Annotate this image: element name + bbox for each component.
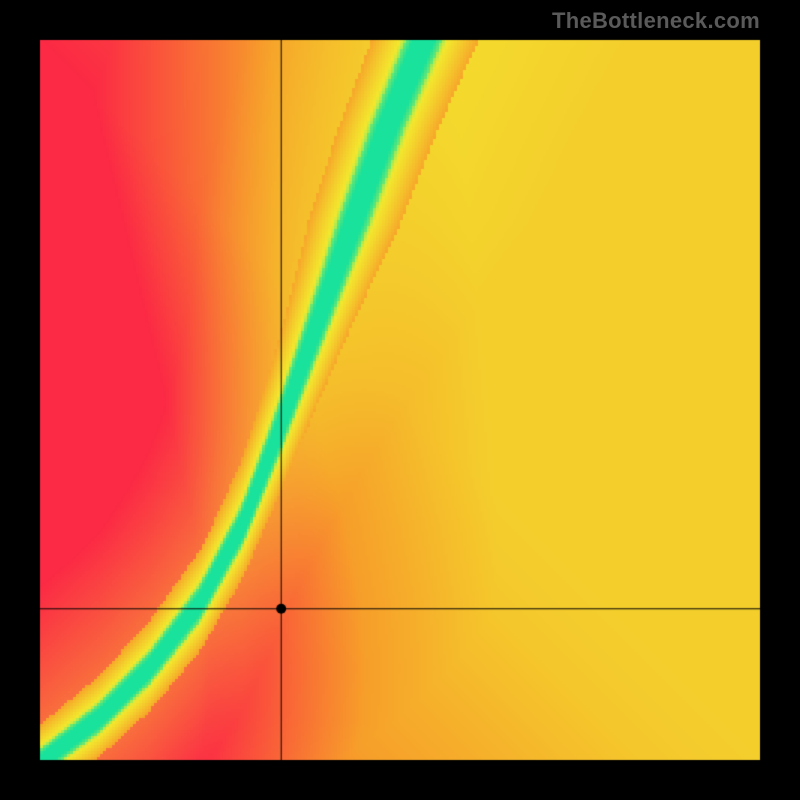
heatmap-canvas	[0, 0, 800, 800]
watermark-text: TheBottleneck.com	[552, 8, 760, 34]
